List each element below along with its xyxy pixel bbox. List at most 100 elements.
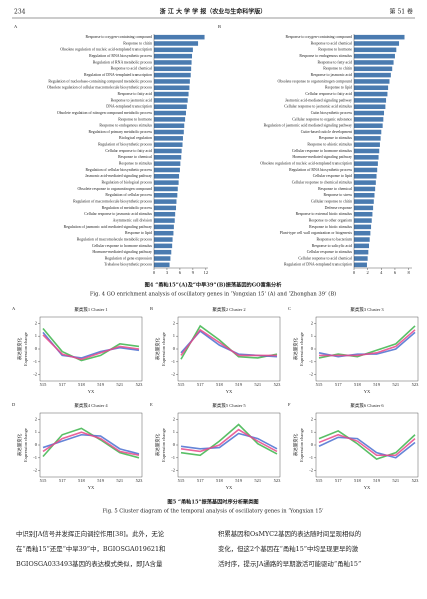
x-tick-label: 518 bbox=[354, 382, 362, 387]
x-tick-label: 515 bbox=[178, 478, 186, 483]
series-line bbox=[42, 431, 140, 457]
y-axis-label: Expression change bbox=[161, 332, 166, 366]
bar bbox=[154, 104, 187, 110]
bar bbox=[354, 47, 397, 53]
y-tick-label: 2 bbox=[35, 320, 37, 325]
category-label: Obsolete regulation of nucleic acid-temp… bbox=[60, 48, 152, 52]
bar bbox=[354, 34, 405, 40]
bar bbox=[154, 180, 179, 185]
x-tick-label: 519 bbox=[235, 478, 243, 483]
y-tick-label: 2 bbox=[311, 416, 313, 421]
category-label: Response to fatty acid bbox=[118, 92, 153, 96]
category-label: Response to acid chemical bbox=[311, 41, 352, 45]
x-tick-label: 4 bbox=[380, 270, 383, 275]
category-label: Obsolete regulation of nitrogen compound… bbox=[57, 111, 153, 115]
x-axis-label: YX bbox=[226, 485, 233, 490]
bar bbox=[354, 155, 379, 160]
category-label: Response to external biotic stimulus bbox=[296, 212, 353, 216]
panel-title: 聚类簇4 Cluster 4 bbox=[74, 402, 108, 409]
category-label: Cellular response to jasmonic acid stimu… bbox=[84, 212, 152, 216]
bar bbox=[354, 199, 374, 204]
panel-label: B bbox=[150, 306, 153, 311]
y-tick-label: 0 bbox=[173, 346, 176, 351]
y-axis-label: Expression change bbox=[299, 428, 304, 462]
bar bbox=[354, 186, 376, 192]
y-tick-label: 2 bbox=[173, 320, 175, 325]
bar bbox=[154, 110, 186, 116]
category-label: Biological regulation bbox=[119, 136, 152, 140]
body-text: 积累基因和OsMYC2基因的表达随时间呈现相似的 bbox=[218, 529, 361, 538]
category-label: Response to abiotic stimulus bbox=[307, 143, 352, 147]
bar bbox=[154, 60, 192, 65]
bar bbox=[354, 136, 381, 141]
x-tick-label: 523 bbox=[412, 382, 420, 387]
y-tick-label: 0 bbox=[311, 442, 314, 447]
bar bbox=[354, 85, 389, 91]
category-label: Cellular response to organic substance bbox=[292, 117, 352, 121]
x-tick-label: 523 bbox=[136, 382, 144, 387]
bar bbox=[354, 41, 400, 46]
category-label: Response to fatty acid bbox=[318, 60, 353, 64]
bar bbox=[354, 53, 395, 59]
x-tick-label: 515 bbox=[316, 382, 324, 387]
bar bbox=[354, 256, 368, 261]
bar bbox=[354, 237, 370, 242]
category-label: Cellular response to acid chemical bbox=[298, 256, 352, 260]
bar bbox=[154, 123, 185, 128]
category-label: Regulation of DNA-templated transcriptio… bbox=[284, 263, 352, 267]
x-tick-label: 6 bbox=[394, 270, 397, 275]
bar bbox=[154, 211, 176, 217]
category-label: Response to stress bbox=[323, 193, 352, 197]
y-axis-label: Expression change bbox=[23, 332, 28, 366]
bar bbox=[354, 211, 373, 217]
category-label: Obsolete response to organonitrogen comp… bbox=[78, 187, 153, 191]
category-label: Cutin biosynthetic process bbox=[311, 111, 353, 115]
y-axis-label: 表达量变化 bbox=[292, 337, 299, 360]
bar bbox=[354, 230, 371, 236]
bar bbox=[354, 224, 372, 230]
x-tick-label: 518 bbox=[216, 382, 224, 387]
panel-label: E bbox=[150, 402, 153, 407]
series-line bbox=[318, 436, 416, 459]
category-label: Regulation of macromolecule biosynthetic… bbox=[73, 199, 152, 203]
category-label: Trehalose biosynthetic process bbox=[104, 263, 152, 267]
bar bbox=[354, 72, 391, 78]
x-tick-label: 515 bbox=[40, 478, 48, 483]
bar bbox=[154, 155, 182, 160]
bar bbox=[154, 136, 183, 141]
x-axis-label: YX bbox=[88, 389, 95, 394]
bar bbox=[154, 72, 191, 78]
bar bbox=[154, 205, 177, 211]
category-label: DNA-templated transcription bbox=[106, 105, 152, 109]
bar bbox=[154, 243, 173, 249]
x-tick-label: 0 bbox=[353, 270, 356, 275]
bar bbox=[354, 91, 388, 97]
category-label: Regulation of metabolic process bbox=[102, 206, 153, 210]
category-label: Cellular response to hormone stimulus bbox=[292, 149, 353, 153]
y-tick-label: 2 bbox=[35, 416, 37, 421]
bar bbox=[154, 199, 177, 204]
series-line bbox=[180, 324, 278, 360]
bar bbox=[354, 66, 393, 72]
y-axis-label: Expression change bbox=[299, 332, 304, 366]
category-label: Response to acid chemical bbox=[111, 67, 152, 71]
category-label: Regulation of biological process bbox=[102, 181, 153, 185]
category-label: Hormone-mediated signaling pathway bbox=[92, 250, 152, 254]
bar bbox=[154, 41, 199, 46]
y-tick-label: -1 bbox=[171, 359, 175, 364]
category-label: Jasmonic acid-mediated signaling pathway bbox=[85, 174, 152, 178]
y-tick-label: 2 bbox=[311, 320, 313, 325]
category-label: Response to biotic stimulus bbox=[309, 225, 352, 229]
y-tick-label: 0 bbox=[35, 442, 38, 447]
x-tick-label: 517 bbox=[197, 478, 205, 483]
x-tick-label: 518 bbox=[216, 478, 224, 483]
bar bbox=[354, 205, 374, 211]
bar bbox=[354, 167, 378, 173]
category-label: Obsolete regulation of cellular macromol… bbox=[47, 86, 152, 90]
page-number: 234 bbox=[14, 9, 26, 16]
bar bbox=[354, 79, 390, 84]
x-axis-label: YX bbox=[364, 485, 371, 490]
x-tick-label: 8 bbox=[407, 270, 410, 275]
x-tick-label: 519 bbox=[97, 382, 105, 387]
category-label: Cellular response to stimulus bbox=[307, 250, 353, 254]
